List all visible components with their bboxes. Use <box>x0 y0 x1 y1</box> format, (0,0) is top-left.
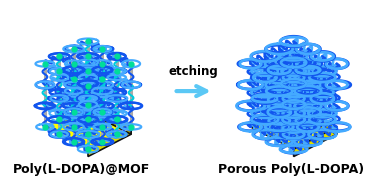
Text: etching: etching <box>169 65 218 78</box>
Polygon shape <box>294 127 337 157</box>
Polygon shape <box>88 127 131 157</box>
Text: Porous Poly(L-DOPA): Porous Poly(L-DOPA) <box>218 163 364 176</box>
Polygon shape <box>294 105 337 134</box>
Polygon shape <box>251 105 337 149</box>
Polygon shape <box>88 105 131 134</box>
Text: Poly(L-DOPA)@MOF: Poly(L-DOPA)@MOF <box>13 163 150 176</box>
Polygon shape <box>45 105 131 149</box>
